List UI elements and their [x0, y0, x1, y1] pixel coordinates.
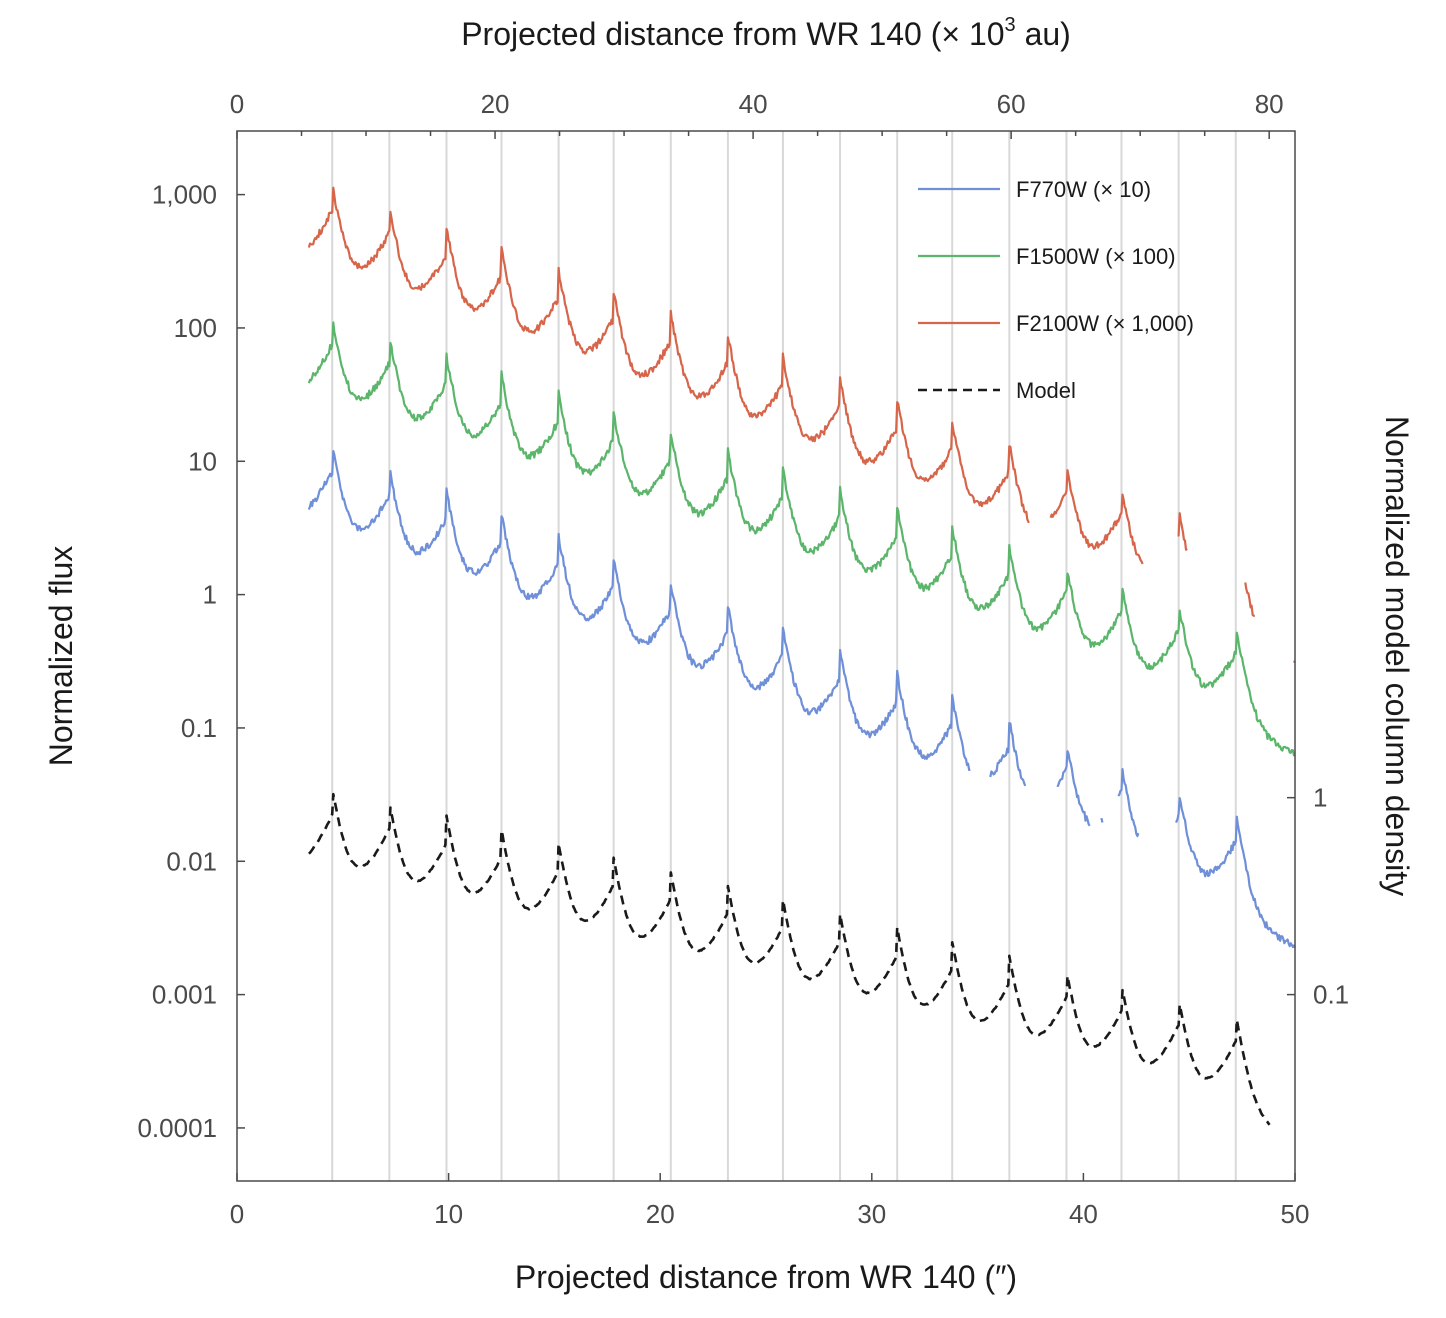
x-tick-label-40: 40: [1069, 1199, 1098, 1229]
x-tick-label-50: 50: [1281, 1199, 1310, 1229]
y-tick-label-2: 10: [188, 446, 217, 476]
top-tick-label-20: 20: [481, 89, 510, 119]
right-axis-title: Normalized model column density: [1379, 416, 1415, 896]
left-axis-title: Normalized flux: [43, 546, 79, 767]
series-model: [308, 792, 1271, 1126]
y-tick-label-7: 0.0001: [137, 1113, 217, 1143]
shell-gridlines: [331, 131, 1237, 1181]
series-line-f770w-6: [1175, 797, 1296, 949]
right-tick-label-1: 0.1: [1313, 980, 1349, 1010]
series-line-f770w-4: [1100, 817, 1104, 823]
right-tick-label-0: 1: [1313, 783, 1327, 813]
top-tick-label-60: 60: [997, 89, 1026, 119]
y-tick-label-5: 0.01: [166, 846, 217, 876]
series-line-f2100w-3: [1177, 512, 1188, 551]
plot-frame: [236, 130, 1296, 1182]
series-line-f1500w-1: [307, 321, 1296, 757]
series-line-f2100w-2: [1049, 469, 1144, 565]
top-tick-label-40: 40: [739, 89, 768, 119]
x-tick-label-10: 10: [434, 1199, 463, 1229]
series-line-f770w-3: [1056, 750, 1091, 827]
series-f770w: [307, 450, 1296, 949]
x-tick-label-0: 0: [230, 1199, 244, 1229]
axis-ticks: 0 10 20 30 40 50 0 20 40 60 80 1,000 100 10 1 0.1 0.01 0.…: [137, 89, 1349, 1229]
series-line-f770w-5: [1117, 768, 1140, 838]
series-line-f770w-1: [307, 450, 971, 771]
y-tick-label-4: 0.1: [181, 713, 217, 743]
series-layer: [307, 186, 1296, 1126]
legend-label-f2100w: F2100W (× 1,000): [1016, 311, 1194, 336]
y-tick-label-6: 0.001: [152, 980, 217, 1010]
top-tick-label-80: 80: [1255, 89, 1284, 119]
top-tick-label-0: 0: [230, 89, 244, 119]
x-tick-label-20: 20: [646, 1199, 675, 1229]
legend-label-model: Model: [1016, 378, 1076, 403]
series-f1500w: [307, 321, 1296, 757]
series-line-f2100w-4: [1244, 582, 1255, 617]
y-tick-label-3: 1: [203, 580, 217, 610]
legend-label-f770w: F770W (× 10): [1016, 177, 1151, 202]
y-tick-label-0: 1,000: [152, 180, 217, 210]
series-line-f770w-2: [989, 722, 1027, 787]
x-tick-label-30: 30: [857, 1199, 886, 1229]
y-tick-label-1: 100: [174, 313, 217, 343]
legend-label-f1500w: F1500W (× 100): [1016, 244, 1176, 269]
legend: F770W (× 10) F1500W (× 100) F2100W (× 1,00…: [918, 177, 1194, 403]
bottom-axis-title: Projected distance from WR 140 (″): [515, 1259, 1017, 1295]
top-axis-title: Projected distance from WR 140 (× 103 au…: [461, 14, 1071, 52]
series-line-f2100w-1: [307, 186, 1030, 523]
series-line-model-1: [308, 792, 1271, 1126]
